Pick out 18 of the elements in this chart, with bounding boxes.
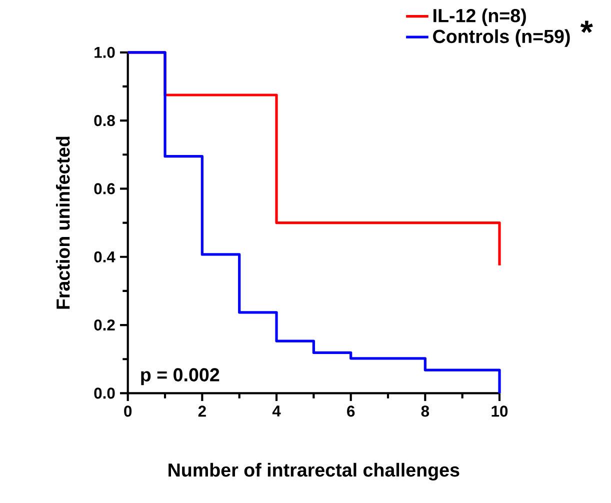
x-tick-label: 2: [198, 406, 206, 416]
y-axis-title: Fraction uninfected: [56, 136, 70, 309]
y-tick-label: 0.8: [94, 114, 115, 126]
x-tick-label: 4: [272, 406, 281, 416]
y-tick-label: 0.6: [94, 183, 115, 194]
y-tick-label: 0.0: [94, 388, 115, 399]
x-tick-label: 8: [421, 406, 430, 417]
x-tick-label: 10: [492, 406, 508, 417]
x-tick-label: 6: [347, 406, 355, 417]
x-tick-label: 0: [124, 406, 132, 417]
y-tick-label: 1.0: [94, 46, 115, 58]
x-axis-title: Number of intrarectal challenges: [168, 462, 460, 480]
y-tick-label: 0.4: [94, 251, 116, 262]
text: *: [580, 20, 593, 33]
annotation: p = 0.002: [141, 368, 220, 386]
legend-label: Controls (n=59): [433, 29, 570, 47]
y-tick-label: 0.2: [94, 319, 115, 330]
legend-label: IL-12 (n=8): [434, 8, 526, 26]
